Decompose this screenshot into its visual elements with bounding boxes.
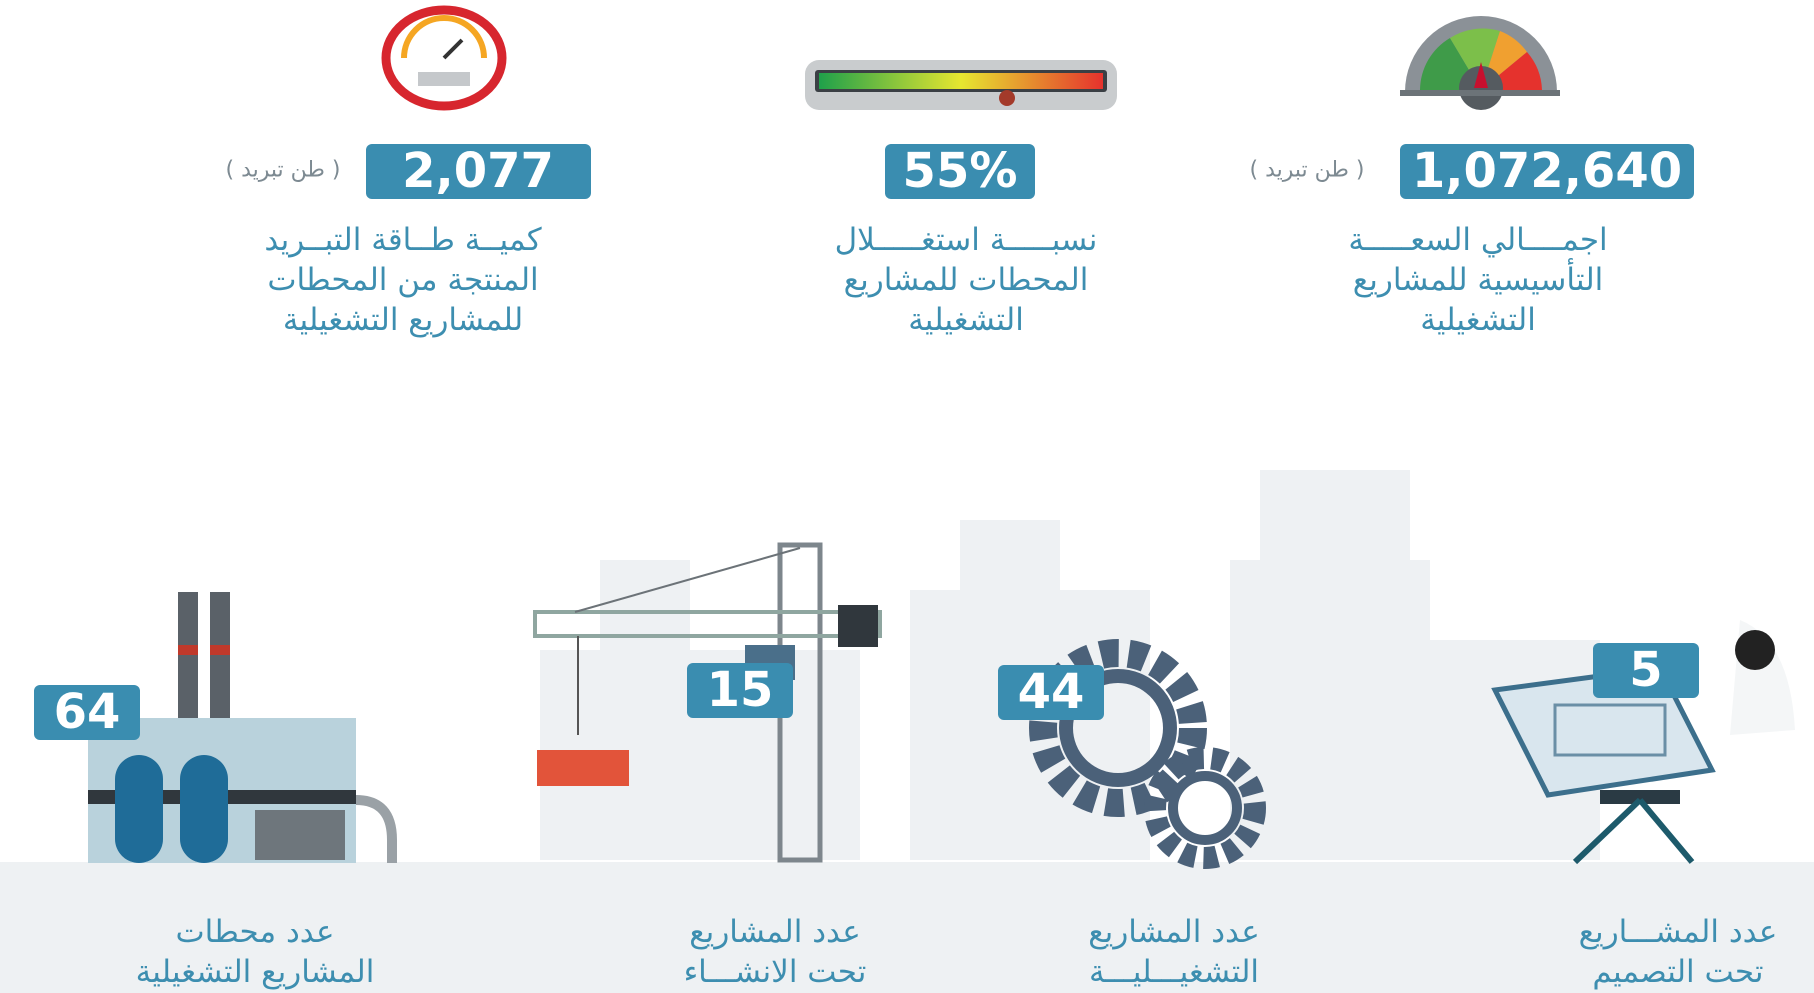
value-box — [687, 663, 793, 718]
value-box — [34, 685, 140, 740]
stat-label: تحت الانشـــاء — [684, 954, 867, 990]
stat-unit: ( طن تبريد ) — [1250, 158, 1365, 183]
stat-label: عدد المشـــاريع — [1579, 914, 1778, 950]
top-stat: 1,072,640 ( طن تبريد ) اجمــــالي السعــ… — [1250, 143, 1694, 338]
value-box — [1400, 144, 1694, 199]
stat-label: تحت التصميم — [1592, 954, 1763, 990]
value-box — [366, 144, 591, 199]
stat-value: 1,072,640 — [1412, 143, 1682, 199]
stat-label: المحطات للمشاريع — [844, 262, 1089, 298]
speedometer-icon — [1400, 16, 1560, 110]
dial-icon — [381, 5, 507, 111]
value-box — [998, 665, 1104, 720]
stat-label: التشغيلية — [908, 302, 1024, 338]
stat-value: 15 — [707, 662, 774, 718]
stat-label: التشغيلية — [1420, 302, 1536, 338]
stat-label: للمشاريع التشغيلية — [283, 302, 523, 338]
value-box — [885, 144, 1035, 199]
stat-label: التأسيسية للمشاريع — [1353, 258, 1604, 298]
stat-label: اجمــــالي السعـــــة — [1348, 222, 1607, 258]
bar-gauge-icon — [805, 60, 1117, 110]
top-stat: 55% نسبـــــة استغـــــلال المحطات للمشا… — [835, 143, 1098, 338]
bottom-stat: 64 عدد محطات المشاريع التشغيلية — [34, 684, 374, 990]
ground-band — [0, 862, 1814, 993]
stat-label: التشغيـــليـــة — [1089, 954, 1259, 990]
stat-label: نسبـــــة استغـــــلال — [835, 222, 1098, 258]
gears-icon — [1029, 639, 1266, 869]
stat-label: عدد محطات — [175, 914, 334, 950]
stat-value: 44 — [1018, 664, 1085, 720]
stat-unit: ( طن تبريد ) — [226, 158, 341, 183]
designer-icon — [1491, 620, 1795, 865]
stat-value: 64 — [54, 684, 121, 740]
stat-label: المنتجة من المحطات — [267, 262, 538, 298]
stat-value: 5 — [1629, 642, 1662, 698]
stat-value: 55% — [903, 143, 1018, 199]
factory-icon — [88, 592, 397, 863]
stat-label: المشاريع التشغيلية — [136, 954, 375, 990]
stat-label: عدد المشاريع — [689, 914, 861, 950]
top-stat: 2,077 ( طن تبريد ) كميــة طــاقة التبــر… — [226, 143, 591, 338]
stat-label: عدد المشاريع — [1088, 914, 1260, 950]
stat-label: كميــة طــاقة التبــريد — [264, 222, 541, 258]
value-box — [1593, 643, 1699, 698]
bottom-stat: 15 عدد المشاريع تحت الانشـــاء — [684, 662, 867, 990]
bottom-stat: 5 عدد المشـــاريع تحت التصميم — [1579, 642, 1778, 990]
stat-value: 2,077 — [402, 143, 554, 199]
bottom-stat: 44 عدد المشاريع التشغيـــليـــة — [998, 664, 1260, 990]
